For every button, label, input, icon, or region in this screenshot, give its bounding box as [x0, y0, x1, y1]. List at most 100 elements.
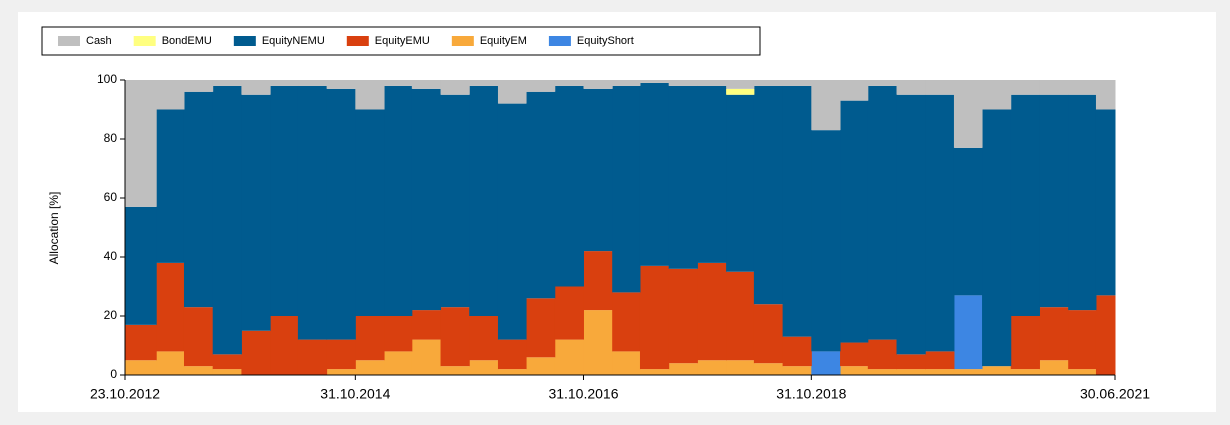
y-tick-label: 60 — [104, 190, 118, 204]
area-segment — [697, 262, 727, 361]
legend-label: EquityEM — [480, 35, 527, 47]
y-axis-title: Allocation [%] — [47, 192, 61, 265]
area-segment — [384, 80, 413, 86]
area-segment — [270, 316, 299, 375]
area-segment — [811, 80, 841, 131]
area-segment — [125, 360, 157, 375]
area-segment — [896, 94, 926, 355]
area-segment — [726, 271, 755, 361]
area-segment — [355, 109, 385, 316]
area-segment — [753, 363, 784, 375]
area-segment — [583, 88, 613, 252]
area-segment — [355, 80, 385, 110]
area-segment — [668, 268, 698, 364]
legend-swatch — [233, 36, 256, 46]
area-segment — [440, 80, 470, 95]
area-segment — [840, 366, 869, 375]
area-segment — [782, 80, 812, 86]
area-segment — [526, 298, 556, 358]
area-segment — [326, 369, 356, 375]
legend-label: Cash — [86, 35, 112, 47]
area-segment — [753, 80, 784, 86]
area-segment — [270, 80, 299, 86]
area-segment — [1095, 80, 1116, 110]
area-segment — [469, 80, 499, 86]
legend-label: EquityNEMU — [262, 35, 325, 47]
area-segment — [1068, 369, 1097, 375]
area-segment — [896, 369, 926, 375]
area-segment — [156, 351, 185, 375]
area-segment — [1039, 80, 1069, 95]
area-segment — [497, 339, 527, 370]
area-segment — [497, 369, 527, 375]
area-segment — [1039, 94, 1069, 308]
area-segment — [925, 94, 955, 352]
area-segment — [1068, 310, 1097, 370]
area-segment — [183, 307, 214, 367]
x-tick-label: 31.10.2014 — [320, 386, 390, 402]
area-segment — [241, 80, 271, 95]
x-tick-label: 30.06.2021 — [1080, 386, 1150, 402]
area-segment — [183, 91, 214, 308]
area-segment — [1039, 360, 1069, 375]
area-segment — [612, 80, 641, 86]
area-segment — [953, 295, 983, 370]
area-segment — [469, 360, 499, 375]
area-segment — [384, 85, 413, 317]
area-segment — [726, 80, 755, 89]
area-segment — [326, 339, 356, 370]
area-segment — [440, 366, 470, 375]
area-segment — [497, 80, 527, 104]
area-segment — [753, 85, 784, 305]
area-segment — [411, 339, 442, 375]
area-segment — [326, 88, 356, 340]
area-segment — [982, 366, 1012, 375]
area-segment — [953, 369, 983, 375]
area-segment — [270, 85, 299, 317]
area-segment — [554, 339, 584, 375]
area-segment — [583, 251, 613, 311]
area-segment — [1095, 295, 1116, 375]
area-segment — [726, 94, 755, 272]
area-segment — [1010, 80, 1040, 95]
area-segment — [612, 85, 641, 293]
y-tick-label: 0 — [110, 367, 117, 381]
area-segment — [212, 369, 242, 375]
area-segment — [982, 80, 1012, 110]
area-segment — [639, 82, 670, 266]
area-segment — [125, 324, 157, 361]
area-segment — [840, 80, 869, 101]
area-segment — [1068, 80, 1097, 95]
area-segment — [612, 351, 641, 375]
area-segment — [697, 85, 727, 263]
area-segment — [697, 360, 727, 375]
legend-label: EquityShort — [577, 35, 634, 47]
area-segment — [440, 94, 470, 308]
y-tick-label: 20 — [104, 308, 118, 322]
area-segment — [953, 80, 983, 148]
area-segment — [953, 147, 983, 296]
area-segment — [526, 80, 556, 92]
area-segment — [896, 80, 926, 95]
area-segment — [384, 316, 413, 352]
area-segment — [384, 351, 413, 375]
area-segment — [982, 109, 1012, 367]
area-segment — [840, 342, 869, 367]
x-tick-label: 31.10.2018 — [776, 386, 846, 402]
y-tick-label: 80 — [104, 131, 118, 145]
area-segment — [697, 80, 727, 86]
x-tick-label: 23.10.2012 — [90, 386, 160, 402]
area-segment — [241, 94, 271, 331]
area-segment — [297, 339, 328, 375]
area-segment — [326, 80, 356, 89]
area-segment — [639, 80, 670, 83]
y-tick-label: 40 — [104, 249, 118, 263]
legend-swatch — [451, 36, 474, 46]
area-segment — [668, 80, 698, 86]
area-segment — [183, 366, 214, 375]
area-segment — [554, 80, 584, 86]
area-segment — [612, 292, 641, 352]
area-segment — [1095, 109, 1116, 296]
area-segment — [411, 310, 442, 340]
